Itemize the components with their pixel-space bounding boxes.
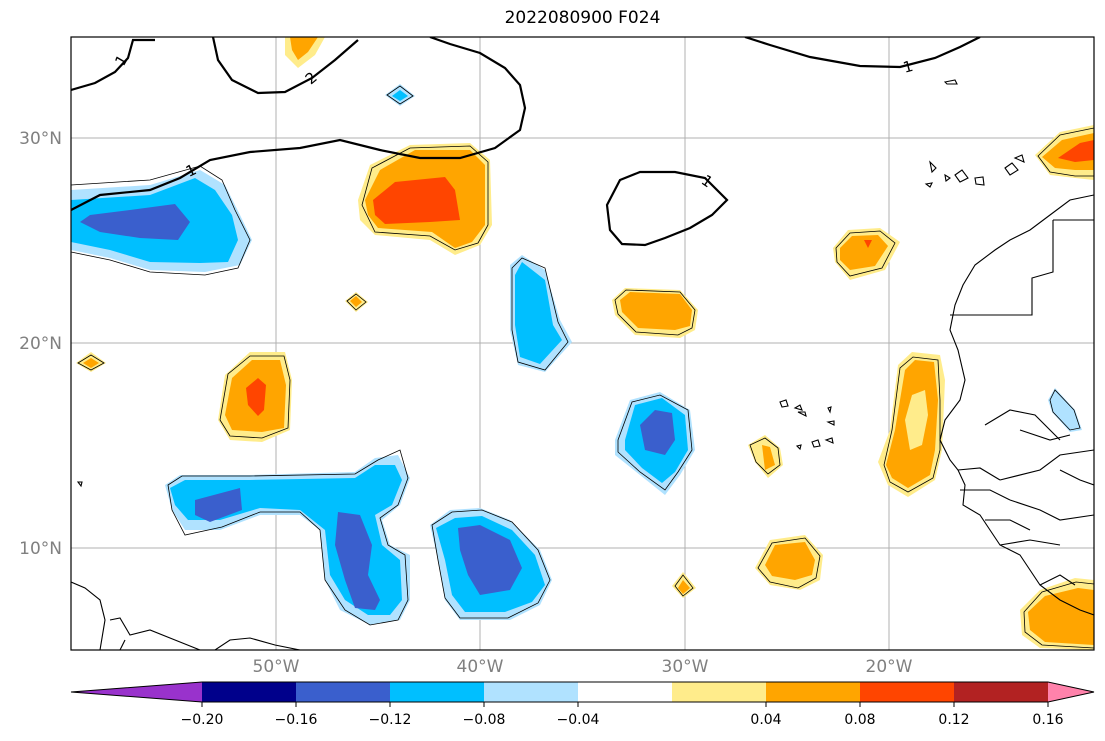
colorbar-tick-label: −0.12 [369,712,412,728]
colorbar-swatch [860,682,955,702]
colorbar-tick-label: −0.08 [463,712,506,728]
positive-shading [76,37,1094,650]
colorbar-extend-low [71,682,202,702]
colorbar-swatch [484,682,579,702]
contour-label: 2 [302,68,321,88]
shading-outlines [71,85,1094,649]
colorbar-swatch [296,682,391,702]
lat-tick-label: 30°N [19,129,62,149]
lon-tick-labels: 50°W 40°W 30°W 20°W [253,657,913,677]
lon-tick-label: 30°W [662,657,709,677]
colorbar-tick-label: −0.20 [181,712,224,728]
colorbar-swatch [390,682,485,702]
colorbar-tick-label: −0.04 [557,712,600,728]
contour-lines [71,37,981,247]
colorbar: −0.20 −0.16 −0.12 −0.08 −0.04 0.04 0.08 0.12 0.1… [70,681,1095,728]
colorbar-swatch [672,682,767,702]
gridlines [71,37,1094,650]
colorbar-tick-label: 0.04 [750,712,781,728]
colorbar-swatch [766,682,861,702]
lon-tick-label: 50°W [253,657,300,677]
lon-tick-label: 20°W [866,657,913,677]
coastlines [71,79,1094,650]
contour-labels: 1 2 1 1 1 [111,52,915,192]
map-title: 2022080900 F024 [504,8,661,28]
colorbar-tick-label: −0.16 [275,712,318,728]
lon-tick-label: 40°W [457,657,504,677]
colorbar-swatch [954,682,1049,702]
colorbar-tick-label: 0.16 [1032,712,1063,728]
contour-label: 1 [698,171,716,191]
contour-label: 1 [901,57,915,77]
colorbar-tick-label: 0.08 [844,712,875,728]
lat-tick-label: 20°N [19,334,62,354]
lat-tick-labels: 30°N 20°N 10°N [19,129,62,559]
colorbar-swatch [578,682,673,702]
map-frame [70,36,1095,651]
colorbar-tick-label: 0.12 [938,712,969,728]
colorbar-swatch [202,682,297,702]
negative-shading [71,84,1082,625]
colorbar-extend-high [1048,682,1094,702]
lat-tick-label: 10°N [19,539,62,559]
map-area [71,37,1094,650]
